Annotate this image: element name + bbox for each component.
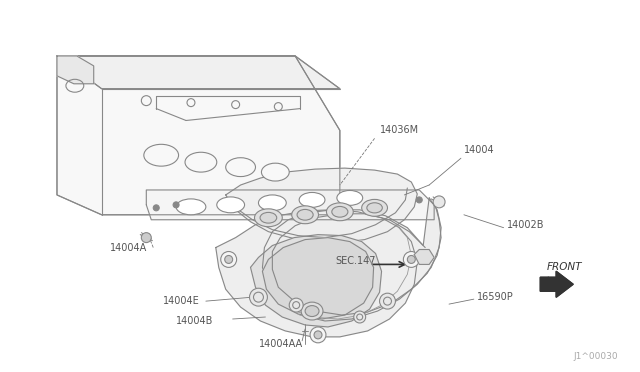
Ellipse shape xyxy=(250,288,268,306)
Polygon shape xyxy=(57,56,340,89)
Ellipse shape xyxy=(176,199,206,215)
Text: 14004: 14004 xyxy=(464,145,495,155)
Ellipse shape xyxy=(326,203,353,221)
Ellipse shape xyxy=(299,192,325,207)
Ellipse shape xyxy=(305,306,319,317)
Text: 14004B: 14004B xyxy=(176,316,214,326)
Ellipse shape xyxy=(217,197,244,213)
Ellipse shape xyxy=(301,302,323,320)
Ellipse shape xyxy=(314,331,322,339)
Text: 14004E: 14004E xyxy=(163,296,200,306)
Ellipse shape xyxy=(185,152,217,172)
Polygon shape xyxy=(226,168,417,243)
Ellipse shape xyxy=(262,163,289,181)
Ellipse shape xyxy=(141,232,151,243)
Ellipse shape xyxy=(367,203,382,213)
Ellipse shape xyxy=(403,251,419,267)
Polygon shape xyxy=(216,210,417,337)
Ellipse shape xyxy=(332,206,348,217)
Text: SEC.147: SEC.147 xyxy=(335,256,376,266)
Ellipse shape xyxy=(354,311,365,323)
Ellipse shape xyxy=(292,206,319,224)
Ellipse shape xyxy=(259,195,286,211)
Polygon shape xyxy=(57,56,340,215)
Polygon shape xyxy=(250,235,381,327)
Polygon shape xyxy=(147,190,434,220)
Text: 14004A: 14004A xyxy=(109,243,147,253)
Ellipse shape xyxy=(289,298,303,312)
Text: 16590P: 16590P xyxy=(477,292,513,302)
Text: 14002B: 14002B xyxy=(507,220,544,230)
Ellipse shape xyxy=(297,209,313,220)
Ellipse shape xyxy=(407,256,415,263)
Ellipse shape xyxy=(433,196,445,208)
Ellipse shape xyxy=(310,327,326,343)
Text: 14036M: 14036M xyxy=(380,125,419,135)
Ellipse shape xyxy=(153,205,159,211)
Polygon shape xyxy=(57,56,93,84)
Polygon shape xyxy=(262,238,374,319)
Ellipse shape xyxy=(225,256,233,263)
Text: 14004AA: 14004AA xyxy=(259,339,303,349)
Ellipse shape xyxy=(226,158,255,177)
Ellipse shape xyxy=(362,199,387,216)
Ellipse shape xyxy=(260,212,276,223)
Polygon shape xyxy=(540,271,573,297)
Text: FRONT: FRONT xyxy=(547,262,582,272)
Ellipse shape xyxy=(144,144,179,166)
Ellipse shape xyxy=(255,209,282,227)
Ellipse shape xyxy=(337,190,363,205)
Text: J1^00030: J1^00030 xyxy=(573,352,618,361)
Ellipse shape xyxy=(416,197,422,203)
Ellipse shape xyxy=(380,293,396,309)
Polygon shape xyxy=(262,198,441,321)
Ellipse shape xyxy=(221,251,237,267)
Polygon shape xyxy=(414,250,434,264)
Ellipse shape xyxy=(173,202,179,208)
